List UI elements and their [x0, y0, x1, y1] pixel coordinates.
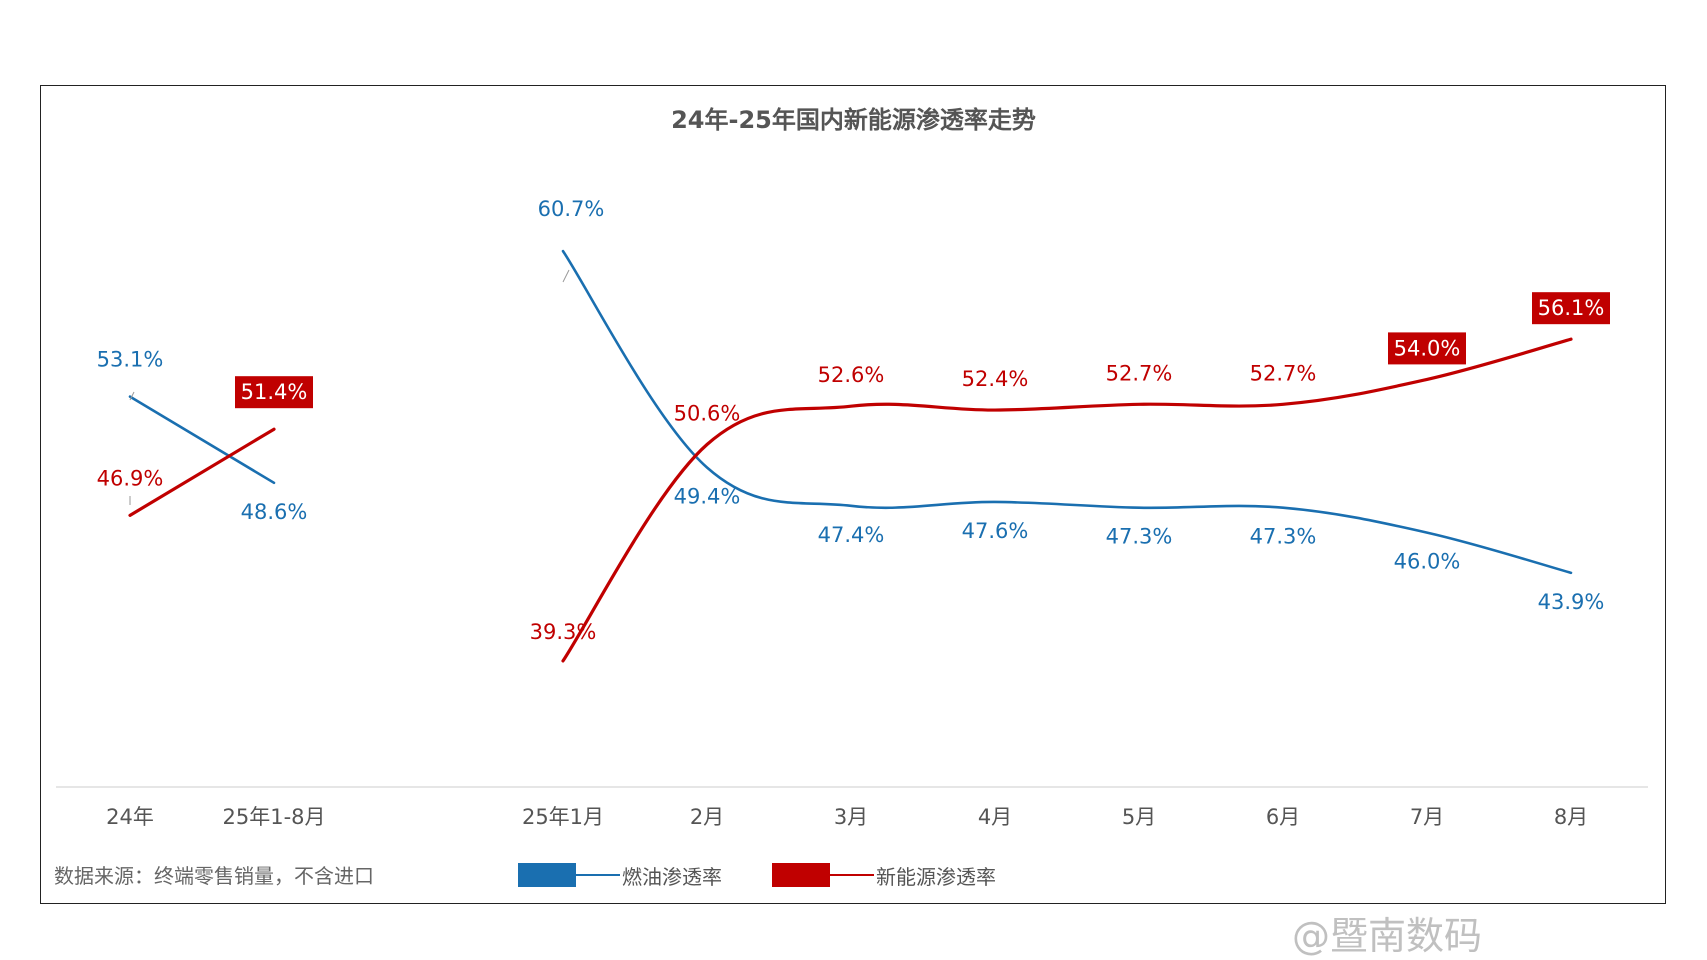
legend-label-nev: 新能源渗透率	[876, 864, 996, 889]
data-label: 43.9%	[1538, 590, 1605, 614]
data-label: 60.7%	[538, 197, 605, 221]
data-label: 52.7%	[1250, 361, 1317, 385]
x-tick-label: 8月	[1554, 805, 1588, 829]
data-label: 51.4%	[241, 380, 308, 404]
data-label: 50.6%	[674, 402, 741, 426]
source-note: 数据来源：终端零售销量，不含进口	[54, 864, 374, 888]
series-line-nev	[561, 337, 1573, 663]
data-label: 56.1%	[1538, 296, 1605, 320]
data-label: 49.4%	[674, 484, 741, 508]
data-label: 47.3%	[1250, 525, 1317, 549]
data-label: 48.6%	[241, 500, 308, 524]
data-label: 39.3%	[530, 620, 597, 644]
legend-label-fuel: 燃油渗透率	[622, 864, 722, 889]
legend-swatch-fuel	[518, 863, 576, 887]
data-label-highlight-box	[1532, 292, 1610, 325]
leader-line	[129, 391, 135, 401]
series-line-fuel	[561, 249, 1573, 575]
x-tick-label: 5月	[1122, 805, 1156, 829]
data-label: 46.9%	[97, 466, 164, 490]
data-label: 54.0%	[1394, 336, 1461, 360]
x-tick-label: 25年1月	[522, 805, 604, 829]
data-label: 52.7%	[1106, 361, 1173, 385]
x-tick-label: 7月	[1410, 805, 1444, 829]
series-line-fuel	[128, 395, 276, 485]
data-label: 52.4%	[962, 367, 1029, 391]
x-tick-label: 2月	[690, 805, 724, 829]
x-tick-label: 4月	[978, 805, 1012, 829]
data-label: 47.4%	[818, 523, 885, 547]
x-tick-label: 24年	[106, 805, 154, 829]
legend-item-fuel: 燃油渗透率	[518, 862, 722, 889]
data-label: 47.3%	[1106, 525, 1173, 549]
data-label: 47.6%	[962, 519, 1029, 543]
leader-line	[562, 269, 570, 283]
legend-line-fuel	[576, 874, 620, 876]
watermark: @暨南数码	[1292, 914, 1483, 958]
legend-line-nev	[830, 874, 874, 876]
chart-frame	[40, 85, 1666, 904]
data-label: 52.6%	[818, 363, 885, 387]
data-label-highlight-box	[1388, 332, 1466, 365]
legend-swatch-nev	[772, 863, 830, 887]
x-tick-label: 25年1-8月	[222, 805, 325, 829]
x-tick-label: 6月	[1266, 805, 1300, 829]
series-line-nev	[128, 427, 276, 517]
data-label-highlight-box	[235, 376, 313, 409]
x-tick-label: 3月	[834, 805, 868, 829]
data-label: 53.1%	[97, 348, 164, 372]
legend-item-nev: 新能源渗透率	[772, 862, 996, 889]
chart-title: 24年-25年国内新能源渗透率走势	[671, 106, 1036, 134]
data-label: 46.0%	[1394, 550, 1461, 574]
